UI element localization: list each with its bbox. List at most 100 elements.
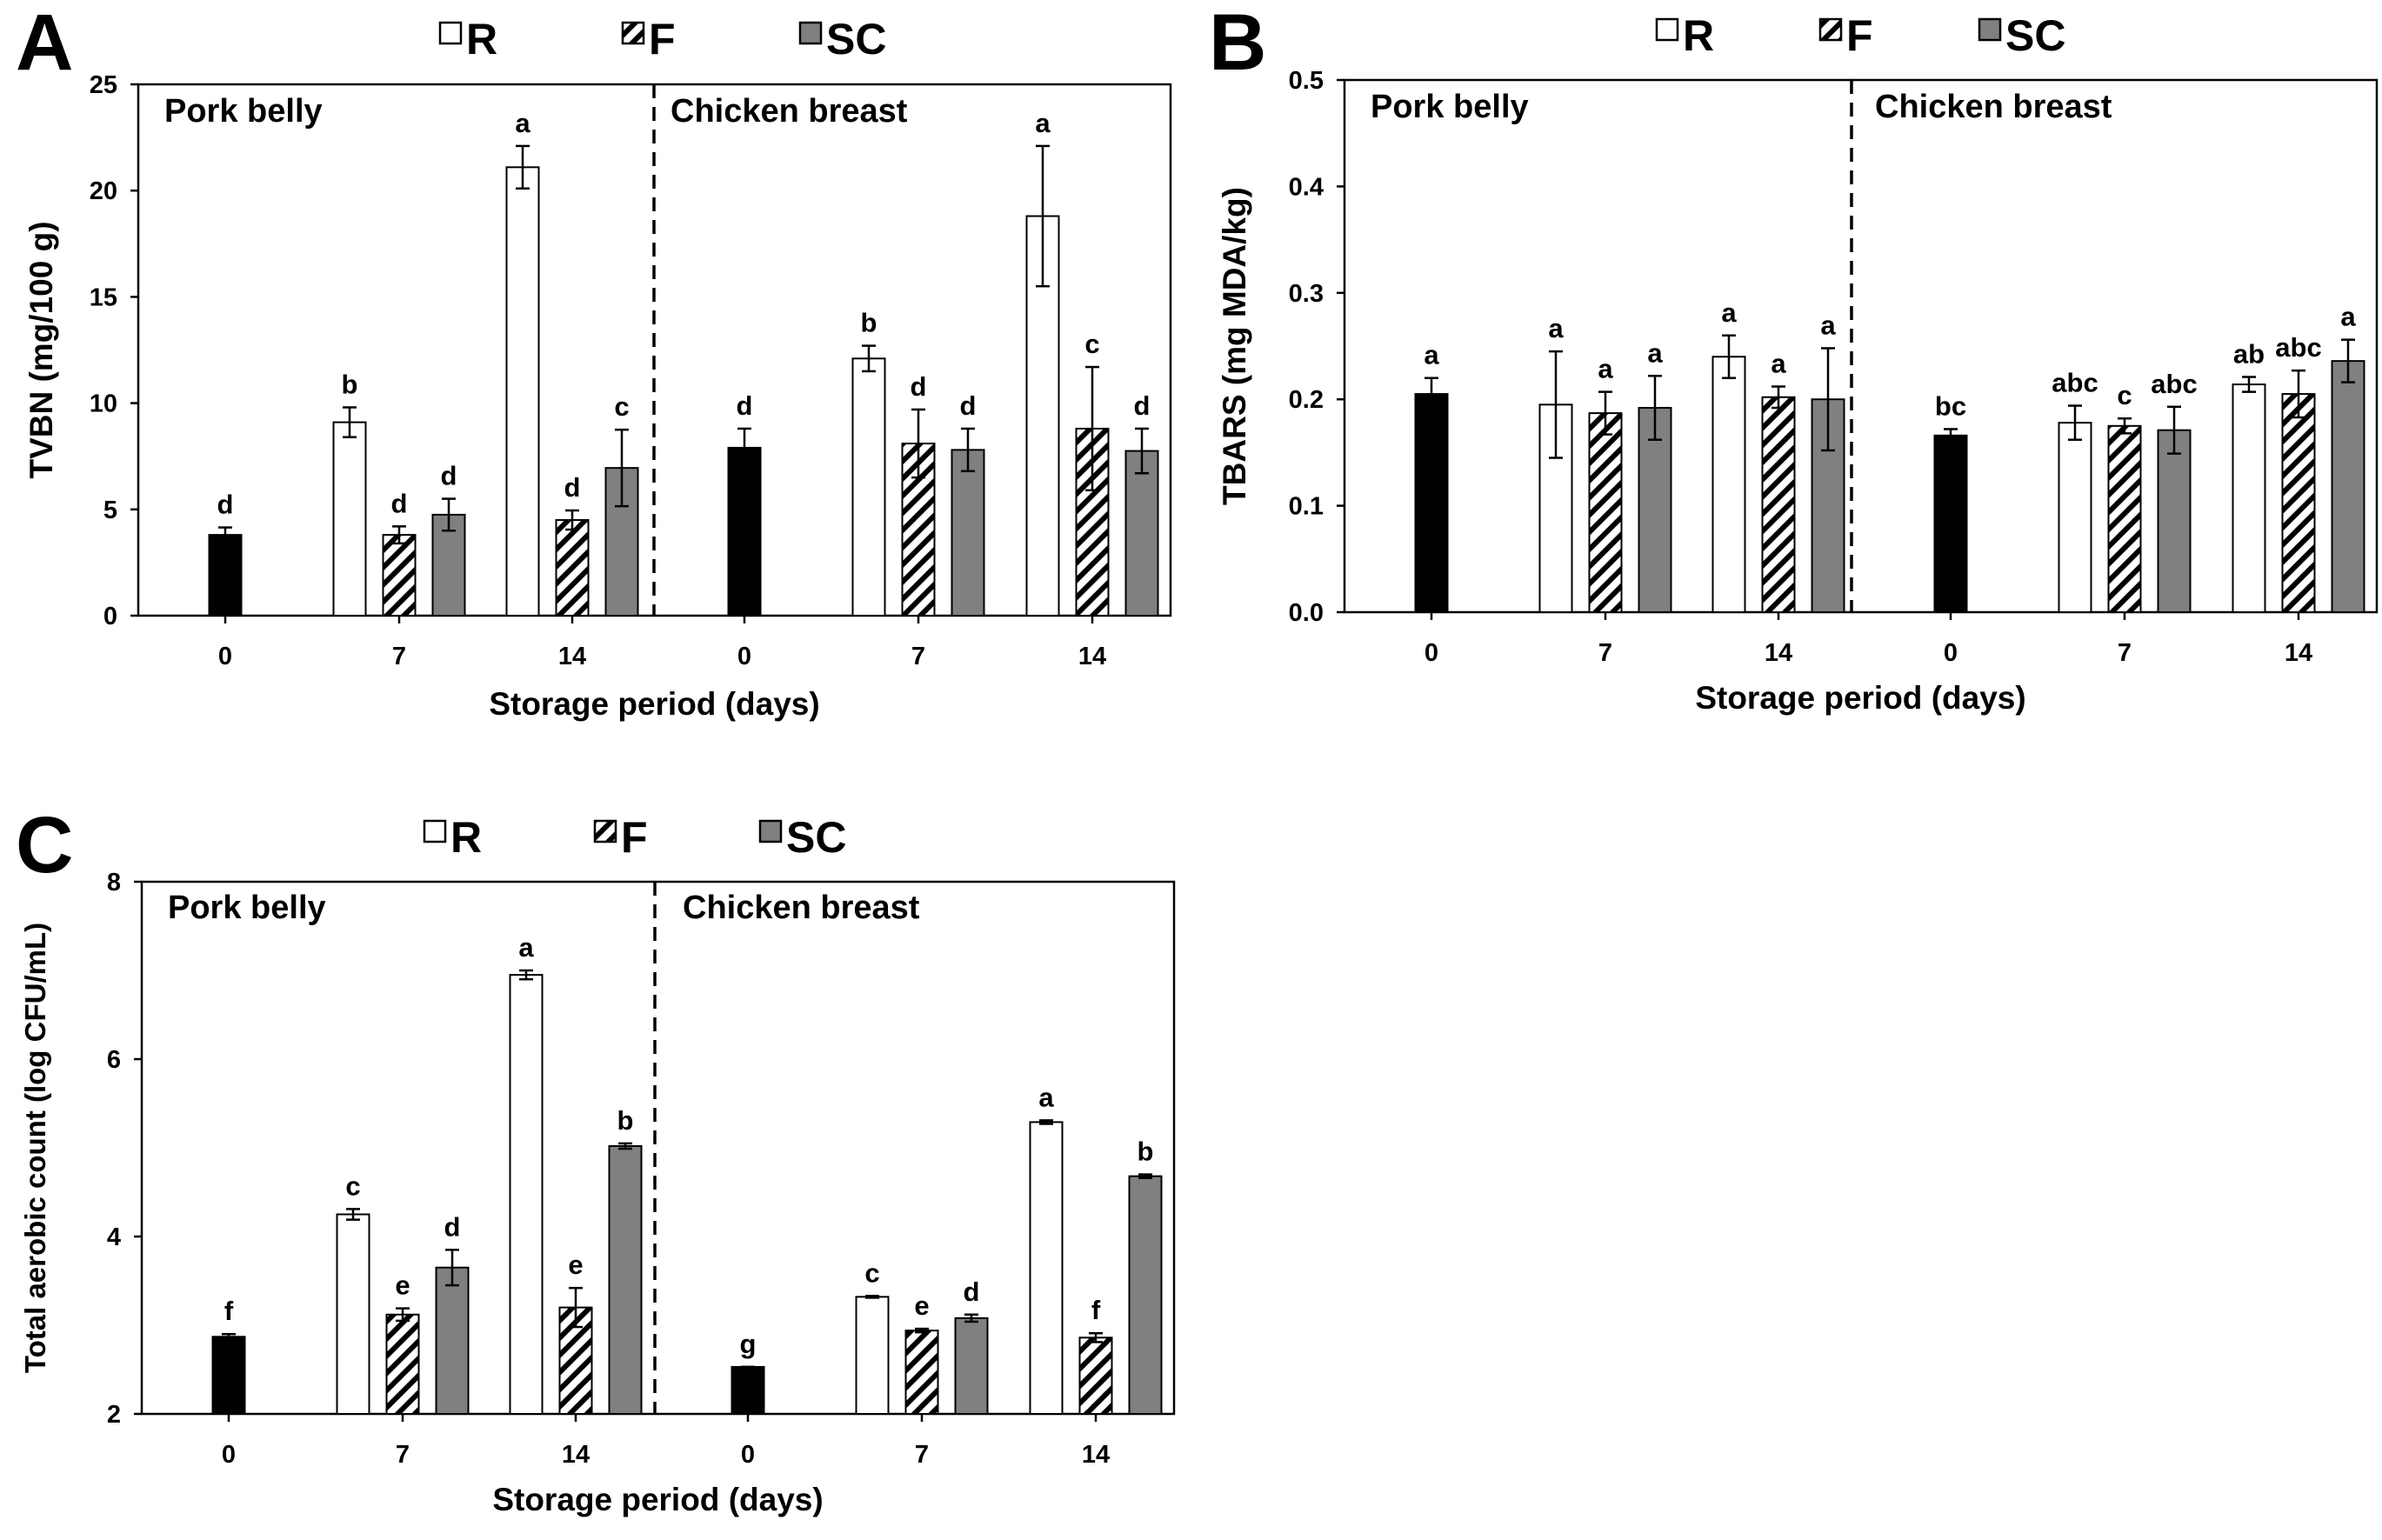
significance-label: c <box>864 1257 879 1288</box>
significance-label: a <box>515 108 530 138</box>
bar-r <box>332 421 367 617</box>
significance-label: a <box>1424 340 1439 370</box>
y-tick-label: 15 <box>90 283 117 311</box>
significance-label: d <box>737 390 753 421</box>
significance-label: b <box>617 1105 634 1136</box>
significance-label: abc <box>2275 332 2321 363</box>
legend-label-sc: SC <box>786 813 846 862</box>
significance-label: b <box>1138 1137 1154 1167</box>
y-axis-title: TVBN (mg/100 g) <box>23 221 59 478</box>
x-tick-label: 0 <box>222 1441 236 1469</box>
y-tick-label: 0.3 <box>1289 280 1324 308</box>
significance-label: b <box>861 308 877 338</box>
y-tick-label: 8 <box>107 869 121 897</box>
x-tick-label: 7 <box>2118 639 2132 667</box>
x-tick-label: 0 <box>741 1441 755 1469</box>
bar-f <box>1588 412 1623 613</box>
y-tick-label: 0.1 <box>1289 493 1324 521</box>
bar-sc <box>951 449 985 617</box>
bar-sc <box>2157 429 2192 614</box>
x-tick-label: 0 <box>737 643 751 670</box>
chart-panel-b: B 0.0 0.1 0.2 0.3 0.4 0.5 TBARS (mg MDA/kg) Stor… <box>1209 0 2379 716</box>
bar-f <box>2281 393 2316 613</box>
significance-label: g <box>740 1329 757 1359</box>
legend-swatch-sc <box>758 819 783 843</box>
significance-label: a <box>1647 337 1663 368</box>
chart-panel-a: A 0 5 10 15 20 25 TVBN (mg/100 g) Storage period… <box>16 0 1172 722</box>
bar-control <box>731 1365 765 1415</box>
significance-label: bc <box>1935 390 1966 421</box>
bar-sc <box>954 1317 989 1415</box>
x-tick-label: 14 <box>562 1441 590 1469</box>
significance-label: a <box>1038 1082 1054 1112</box>
x-tick-label: 14 <box>1765 639 1792 667</box>
significance-label: a <box>1548 313 1564 343</box>
y-tick-label: 4 <box>107 1223 121 1251</box>
x-tick-label: 14 <box>558 643 586 670</box>
bar-r <box>855 1296 890 1415</box>
legend-label-sc: SC <box>826 15 886 63</box>
bar-f <box>1078 1337 1113 1416</box>
y-tick-label: 0.5 <box>1289 67 1324 95</box>
bar-control <box>208 534 243 617</box>
legend-label-f: F <box>1846 11 1873 60</box>
region-label: Pork belly <box>164 93 323 130</box>
x-axis-title: Storage period (days) <box>492 1482 823 1517</box>
bar-control <box>211 1336 246 1416</box>
significance-label: abc <box>2052 368 2098 398</box>
significance-label: a <box>1035 108 1051 138</box>
y-tick-label: 10 <box>90 390 117 418</box>
significance-label: d <box>911 371 927 402</box>
bar-r <box>1711 356 1746 613</box>
significance-label: a <box>1820 310 1836 340</box>
bar-f <box>2107 424 2142 613</box>
legend-label-f: F <box>621 813 648 862</box>
significance-label: a <box>1721 297 1737 328</box>
bar-sc <box>608 1144 643 1415</box>
y-tick-label: 20 <box>90 177 117 205</box>
significance-label: b <box>342 369 358 399</box>
legend-label-sc: SC <box>2005 11 2065 60</box>
legend-swatch-f <box>593 819 617 843</box>
significance-label: d <box>964 1277 980 1307</box>
y-tick-label: 0.2 <box>1289 386 1324 414</box>
x-axis-title: Storage period (days) <box>489 686 819 722</box>
significance-label: d <box>441 461 457 491</box>
bar-r <box>505 166 540 617</box>
significance-label: a <box>1771 349 1786 379</box>
x-tick-label: 0 <box>218 643 232 670</box>
bar-sc <box>1128 1175 1163 1415</box>
bar-control <box>1414 393 1449 613</box>
significance-label: ab <box>2233 338 2265 369</box>
bar-control <box>727 446 762 617</box>
legend-swatch-sc <box>1978 17 2002 42</box>
region-label: Pork belly <box>1371 89 1529 125</box>
bar-sc <box>604 467 639 617</box>
y-tick-label: 2 <box>107 1401 121 1429</box>
x-tick-label: 7 <box>911 643 925 670</box>
plot-frame <box>140 880 1176 1416</box>
bar-sc <box>435 1266 470 1415</box>
significance-label: d <box>960 390 977 421</box>
x-tick-label: 7 <box>1598 639 1612 667</box>
x-tick-label: 0 <box>1425 639 1438 667</box>
significance-label: d <box>217 490 234 520</box>
legend-swatch-r <box>438 21 463 45</box>
bar-r <box>2232 383 2266 613</box>
y-tick-label: 0 <box>103 603 117 630</box>
legend-label-r: R <box>450 813 482 862</box>
significance-label: d <box>1134 390 1151 421</box>
significance-label: c <box>2117 380 2132 410</box>
panel-letter: C <box>16 801 73 890</box>
bar-f <box>385 1313 420 1416</box>
legend-swatch-f <box>621 21 645 45</box>
significance-label: e <box>568 1250 583 1280</box>
x-tick-label: 7 <box>915 1441 929 1469</box>
significance-label: c <box>614 391 629 422</box>
significance-label: d <box>391 488 408 518</box>
bar-f <box>1761 396 1796 614</box>
panel-letter: A <box>16 0 73 87</box>
region-label: Chicken breast <box>1875 89 2112 125</box>
